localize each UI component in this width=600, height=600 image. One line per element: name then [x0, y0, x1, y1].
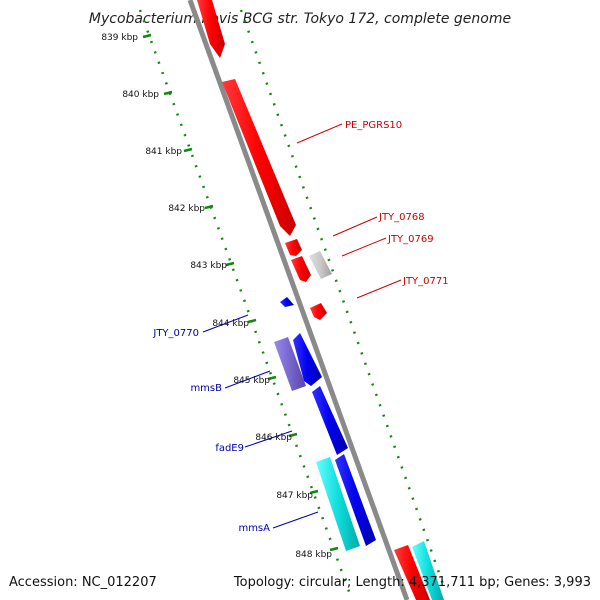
leader-line [296, 123, 343, 144]
tick-mark [163, 90, 173, 96]
tick-mark [329, 546, 339, 552]
reverse-genes [274, 297, 444, 600]
forward-genes [197, 0, 430, 600]
tick-label: 845 kbp [233, 376, 270, 386]
tick-label: 841 kbp [145, 147, 182, 157]
leader-line [341, 237, 387, 257]
gene-red-bottom [394, 545, 430, 600]
leader-line [244, 430, 293, 448]
tick-label: 844 kbp [212, 319, 249, 329]
tick-mark [288, 432, 298, 438]
tick-mark [309, 489, 319, 495]
genome-backbone [187, 0, 410, 600]
gene-jty-0770 [280, 297, 294, 307]
accession-text: Accession: NC_012207 [9, 575, 157, 590]
label-jty-0770: JTY_0770 [152, 328, 199, 339]
label-fadE9: fadE9 [215, 443, 244, 454]
gene-purple [274, 337, 306, 391]
gene-red-top [197, 0, 225, 58]
leader-line [224, 370, 271, 389]
gene-fadE9 [312, 386, 348, 455]
map-title: Mycobacterium bovis BCG str. Tokyo 172, … [89, 11, 511, 27]
label-jty-0771: JTY_0771 [402, 276, 449, 287]
tick-label: 848 kbp [295, 550, 332, 560]
gene-mmsB [293, 333, 322, 386]
label-pe-pgrs10: PE_PGRS10 [345, 120, 402, 131]
gene-jty-0771 [310, 303, 327, 320]
gene-jty-0771-a [291, 256, 311, 282]
label-mmsA: mmsA [238, 523, 270, 534]
tick-mark [267, 375, 277, 381]
gene-pe-pgrs10 [222, 79, 296, 236]
label-mmsB: mmsB [190, 383, 222, 394]
tick-mark [204, 204, 214, 210]
tick-labels: 839 kbp 840 kbp 841 kbp 842 kbp 843 kbp … [101, 33, 332, 560]
tick-label: 847 kbp [276, 491, 313, 501]
tick-label: 843 kbp [190, 261, 227, 271]
tick-label: 839 kbp [101, 33, 138, 43]
tick-marks [142, 33, 339, 552]
leader-line [272, 511, 319, 529]
gene-mmsA [335, 454, 376, 546]
leader-line [356, 279, 402, 299]
gene-cyan-bottom [412, 541, 444, 600]
tick-mark [183, 147, 193, 153]
label-jty-0769: JTY_0769 [387, 234, 434, 245]
tick-mark [247, 318, 257, 324]
forward-labels: PE_PGRS10 JTY_0768 JTY_0769 JTY_0771 [296, 120, 449, 299]
tick-mark [142, 33, 152, 39]
gene-jty-0769 [309, 251, 332, 279]
gene-jty-0768 [285, 239, 302, 256]
reverse-labels: JTY_0770 mmsB fadE9 mmsA [152, 314, 319, 534]
tick-label: 842 kbp [168, 204, 205, 214]
tick-label: 840 kbp [122, 90, 159, 100]
gene-cyan [316, 457, 360, 551]
leader-line [202, 314, 249, 333]
genome-summary: Topology: circular; Length: 4,371,711 bp… [233, 575, 591, 590]
label-jty-0768: JTY_0768 [378, 212, 425, 223]
tick-label: 846 kbp [255, 433, 292, 443]
leader-line [332, 216, 378, 237]
tick-mark [225, 261, 235, 267]
